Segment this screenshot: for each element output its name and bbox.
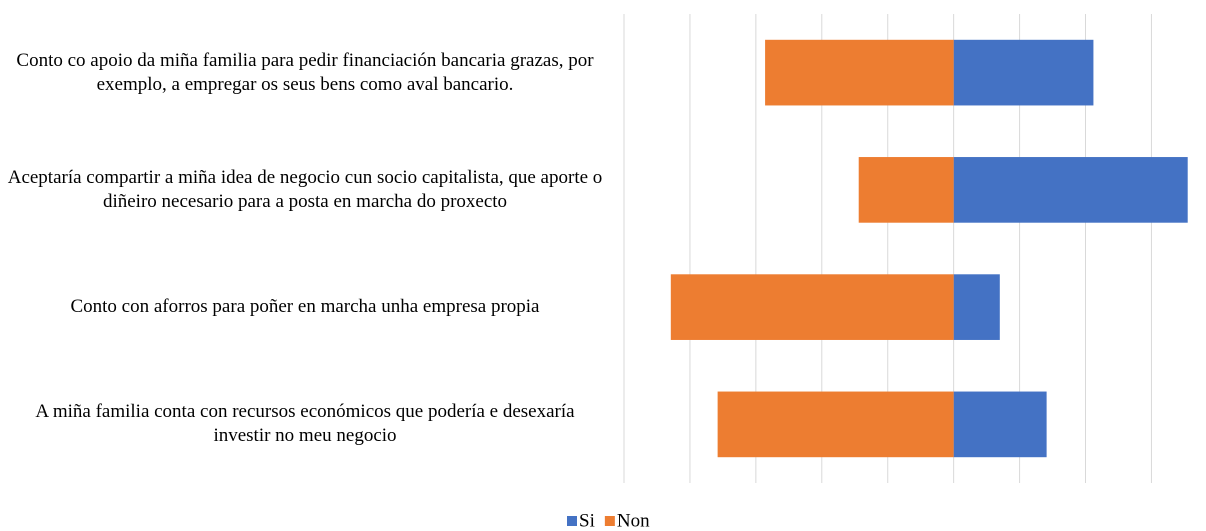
bar [717, 391, 954, 458]
bar [953, 391, 1047, 458]
bar [670, 274, 954, 340]
bar [953, 274, 1000, 340]
category-label: Conto co apoio da miña familia para pedi… [16, 49, 594, 95]
bar [765, 39, 954, 106]
category-label: Aceptaría compartir a miña idea de negoc… [7, 166, 603, 212]
bar [953, 39, 1094, 106]
legend-swatch [567, 516, 577, 526]
legend-swatch [604, 516, 615, 526]
legend-label: Non [617, 510, 650, 531]
bar [953, 157, 1188, 223]
legend-label: Si [579, 510, 595, 531]
category-label: Conto con aforros para poñer en marcha u… [70, 296, 540, 318]
bar [858, 157, 954, 223]
category-label: A miña familia conta con recursos económ… [35, 401, 575, 447]
